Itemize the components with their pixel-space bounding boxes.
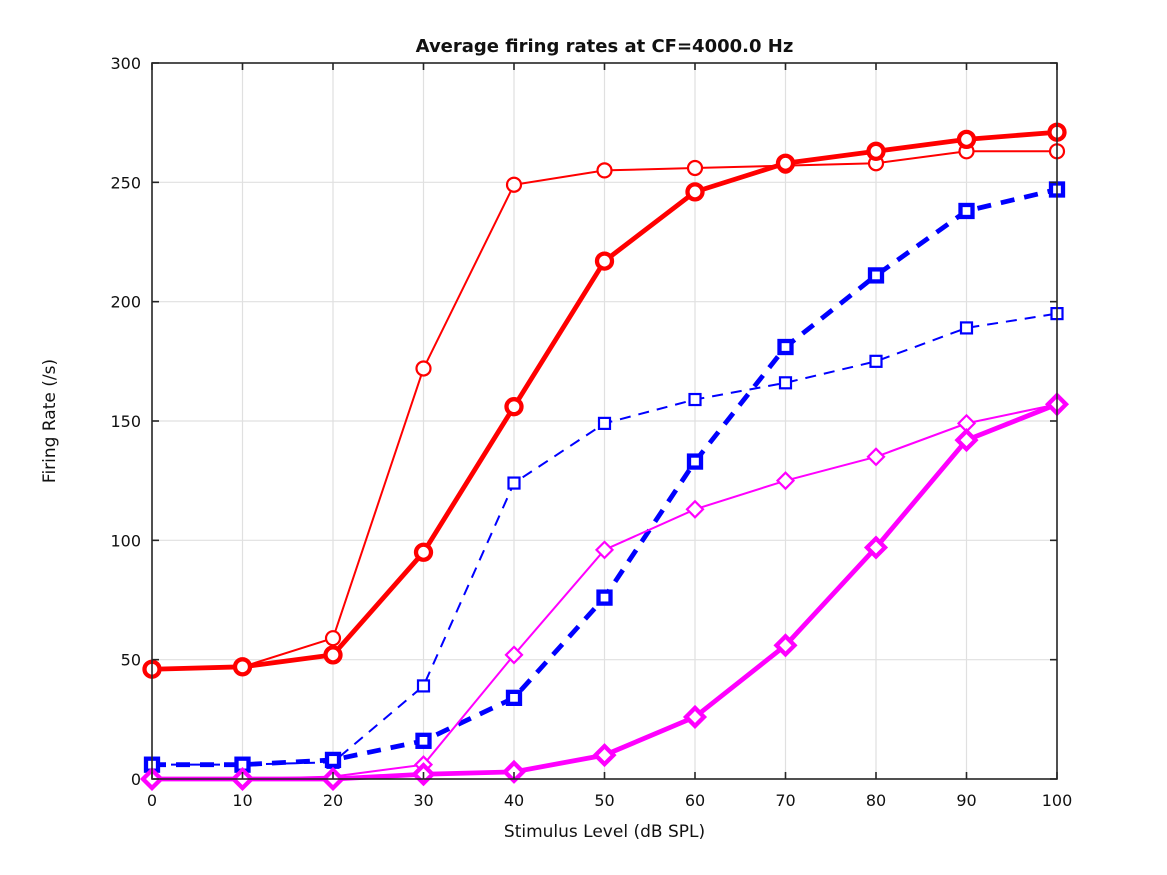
y-tick-label: 0: [131, 770, 141, 789]
y-tick-label: 150: [110, 412, 141, 431]
blue-thin-dashed-open-square-marker: [869, 354, 883, 368]
y-tick-label: 50: [121, 651, 141, 670]
blue-thin-dashed-open-square-marker: [597, 416, 612, 430]
red-thick-circle-marker: [956, 129, 977, 150]
red-thin-open-circle-marker: [415, 360, 432, 377]
y-tick-label: 250: [110, 173, 141, 192]
magenta-thick-diamond-marker: [682, 704, 708, 729]
x-tick-label: 100: [1042, 791, 1073, 810]
blue-thick-dashed-square-marker: [596, 589, 613, 606]
red-thick-circle-marker: [413, 542, 434, 562]
magenta-thin-open-diamond-marker: [866, 447, 886, 467]
y-tick-label: 200: [110, 293, 141, 312]
x-tick-label: 0: [147, 791, 157, 810]
red-thick-circle-marker: [775, 153, 796, 173]
magenta-thin-open-diamond-marker: [775, 471, 796, 491]
red-thick-circle-marker: [504, 397, 524, 417]
red-thick-circle-series: [142, 122, 1067, 679]
axis-layer: 0 10 20 30 40 50 60 70 80 90 100 0 50 100 150 200 250 300: [110, 54, 1072, 810]
magenta-thick-diamond-marker: [592, 743, 617, 768]
blue-thick-dashed-square-marker: [505, 689, 523, 707]
magenta-thin-open-diamond-marker: [685, 499, 705, 519]
red-thin-open-circle-marker: [596, 162, 613, 179]
y-tick-label: 100: [110, 531, 141, 550]
x-tick-label: 50: [594, 791, 614, 810]
y-axis-label: Firing Rate (/s): [40, 359, 60, 483]
x-tick-label: 90: [956, 791, 976, 810]
blue-thin-dashed-open-square-marker: [507, 476, 521, 490]
x-axis-label: Stimulus Level (dB SPL): [504, 822, 705, 842]
red-thick-circle-marker: [685, 182, 705, 202]
red-thick-circle-marker: [323, 645, 343, 665]
x-tick-label: 70: [775, 791, 795, 810]
magenta-thick-diamond-marker: [954, 428, 979, 453]
y-tick-label: 300: [110, 54, 141, 73]
blue-thick-dashed-square-marker: [415, 732, 432, 749]
blue-thick-dashed-square-marker: [686, 453, 704, 470]
magenta-thick-diamond-marker: [501, 759, 527, 784]
x-tick-label: 60: [685, 791, 705, 810]
red-thick-circle-marker: [232, 657, 253, 677]
blue-thick-dashed-square-marker: [867, 267, 885, 284]
blue-thin-dashed-open-square-marker: [416, 679, 431, 693]
x-tick-label: 40: [504, 791, 524, 810]
x-tick-label: 80: [866, 791, 886, 810]
chart-title: Average firing rates at CF=4000.0 Hz: [416, 36, 794, 57]
x-tick-label: 20: [323, 791, 343, 810]
blue-thick-dashed-square-marker: [777, 338, 794, 356]
blue-thin-dashed-open-square-marker: [778, 376, 793, 390]
blue-thick-dashed-square-marker: [324, 751, 342, 769]
magenta-thick-diamond-marker: [863, 535, 889, 560]
magenta-thin-open-diamond-marker: [504, 645, 524, 665]
magenta-thin-open-diamond-marker: [594, 540, 615, 560]
red-thin-open-circle-marker: [686, 159, 704, 177]
x-tick-label: 10: [232, 791, 252, 810]
red-thin-open-circle-marker: [324, 630, 342, 647]
x-tick-label: 30: [413, 791, 433, 810]
blue-thin-dashed-open-square-marker: [959, 321, 974, 335]
red-thick-circle-marker: [866, 141, 886, 161]
blue-thin-dashed-open-square-marker: [688, 392, 702, 407]
red-thick-circle-marker: [594, 251, 615, 271]
red-thin-open-circle-marker: [505, 176, 523, 193]
blue-thick-dashed-square-marker: [958, 202, 975, 220]
magenta-thick-diamond-marker: [773, 633, 798, 658]
